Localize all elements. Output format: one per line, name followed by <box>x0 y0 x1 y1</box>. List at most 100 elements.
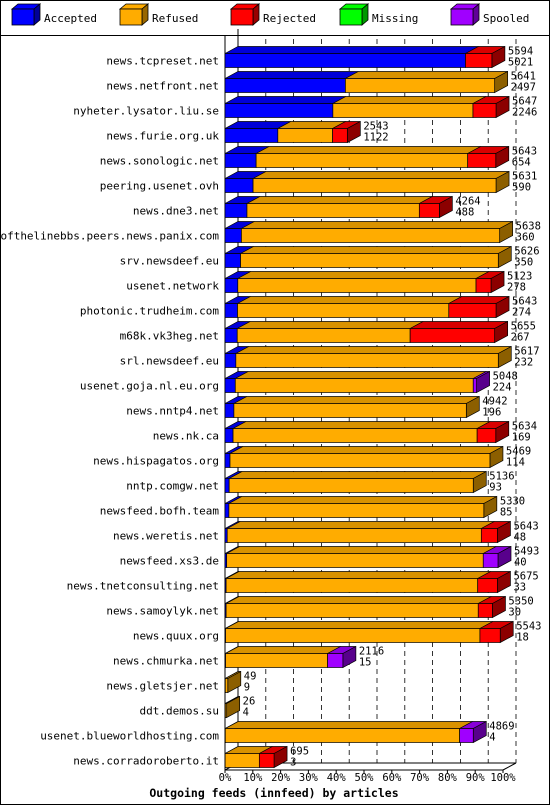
offered-value-label: 4264 <box>455 196 480 208</box>
accepted-value-label: 15 <box>359 657 372 669</box>
category-label: usenet.goja.nl.eu.org <box>80 380 219 393</box>
bar-segment <box>224 303 238 318</box>
accepted-value-label: 48 <box>513 532 526 544</box>
bar-segment-refused <box>241 220 514 244</box>
offered-value-label: 5643 <box>513 521 538 533</box>
category-label: news.nk.ca <box>153 430 219 443</box>
category-label: news.hispagatos.org <box>93 455 219 468</box>
bar-segment-rejected <box>476 420 510 444</box>
bar-segment-spooled <box>327 645 357 669</box>
bar-segment <box>477 578 498 593</box>
legend-swatch <box>230 8 254 26</box>
category-label: news.corradoroberto.it <box>73 755 219 768</box>
category-label: photonic.trudheim.com <box>80 305 219 318</box>
bar-segment-top <box>235 346 512 354</box>
accepted-value-label: 2246 <box>512 107 537 119</box>
offered-value-label: 5350 <box>508 596 533 608</box>
bar-segment-top <box>252 171 510 179</box>
x-tick-label: 0% <box>219 772 232 784</box>
bar-segment-refused <box>277 121 346 143</box>
offered-value-label: 5493 <box>514 546 539 558</box>
offered-value-label: 5626 <box>514 246 539 258</box>
bar-segment-top <box>240 246 512 254</box>
bar-segment-rejected <box>409 320 509 344</box>
bar-segment <box>224 253 241 268</box>
offered-value-label: 5048 <box>493 371 518 383</box>
bar-segment-refused <box>246 196 433 218</box>
legend-item: Missing <box>338 3 418 26</box>
bar-segment <box>236 328 411 343</box>
bar-segment-rejected <box>332 120 361 144</box>
category-label: usenet.network <box>126 280 219 293</box>
category-label: news.weretis.net <box>113 530 219 543</box>
bar-segment <box>224 203 248 218</box>
bar-segment-refused <box>232 421 491 443</box>
offered-value-label: 49 <box>244 671 257 683</box>
accepted-value-label: 196 <box>482 407 501 419</box>
offered-value-label: 4869 <box>489 721 514 733</box>
bar-segment-refused <box>237 296 462 318</box>
category-label: endofthelinebbs.peers.news.panix.com <box>0 230 219 243</box>
bar-segment <box>224 703 228 718</box>
bar-segment-spooled <box>472 370 490 394</box>
bar-segment <box>232 428 478 443</box>
bar-segment <box>224 78 346 93</box>
bar-segment-top <box>235 371 487 379</box>
bar-segment <box>225 578 479 593</box>
offered-value-label: 5643 <box>512 146 537 158</box>
bar-segment-top <box>225 596 492 604</box>
category-label: news.gletsjer.net <box>106 680 219 693</box>
bar-segment-spooled <box>459 720 487 744</box>
bar-segment <box>225 628 481 643</box>
bar-segment <box>237 303 450 318</box>
bar-segment-accepted <box>224 146 270 168</box>
offered-value-label: 5543 <box>516 621 541 633</box>
bar-segment-refused <box>224 721 473 743</box>
bar-segment <box>234 378 474 393</box>
bar-segment <box>409 328 496 343</box>
offered-value-label: 2543 <box>363 121 388 133</box>
bar-segment-refused <box>228 495 498 519</box>
bar-segment-refused <box>234 371 487 393</box>
bar-segment <box>477 603 493 618</box>
bar-segment <box>475 278 492 293</box>
legend-label: Refused <box>152 12 198 25</box>
accepted-value-label: 350 <box>514 257 533 269</box>
bar-segment-refused <box>252 170 510 194</box>
bar-segment-top <box>255 146 481 154</box>
bar-segment-top <box>229 471 487 479</box>
bar-segment <box>229 453 491 468</box>
bar-segment-refused <box>224 670 242 694</box>
bar-segment-top <box>225 721 473 729</box>
bar-segment <box>467 153 497 168</box>
bar-segment-refused <box>224 695 241 719</box>
offered-value-label: 26 <box>243 696 256 708</box>
bar-segment <box>228 478 474 493</box>
category-label: srl.newsdeef.eu <box>120 355 219 368</box>
accepted-value-label: 9 <box>244 682 250 694</box>
legend-swatch <box>11 8 35 26</box>
accepted-value-label: 18 <box>516 632 529 644</box>
bar-segment-top <box>332 96 487 104</box>
x-tick-label: 10% <box>243 772 263 784</box>
bar-segment-refused <box>236 321 424 343</box>
bar-segment <box>241 228 501 243</box>
bar-segment-refused <box>226 546 497 568</box>
bar-segment-accepted <box>224 221 255 243</box>
bar-segment <box>228 503 485 518</box>
accepted-value-label: 590 <box>512 182 531 194</box>
bar-segment <box>332 128 348 143</box>
bar-segment <box>345 78 496 93</box>
